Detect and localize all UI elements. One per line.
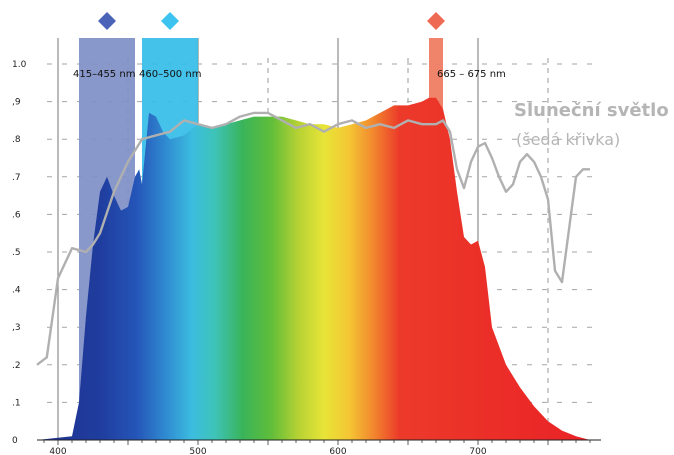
sunlight-curve <box>36 111 590 366</box>
legend: Sluneční světlo (šedá křivka) <box>514 100 669 149</box>
band-labels: 415–455 nm 460–500 nm 665 – 675 nm <box>73 69 506 80</box>
band-label: 460–500 nm <box>139 69 201 80</box>
y-tick-label: .2 <box>12 361 21 371</box>
y-tick-label: .6 <box>12 210 21 220</box>
y-tick-label: ,9 <box>12 98 21 108</box>
band-marker-diamond <box>98 12 116 30</box>
x-tick-label: 500 <box>189 447 206 455</box>
x-tick-label: 400 <box>49 447 66 455</box>
band-marker-diamond <box>427 12 445 30</box>
band-label: 665 – 675 nm <box>437 69 506 80</box>
spectrum-fill <box>37 97 590 441</box>
legend-title: Sluneční světlo <box>514 100 669 121</box>
y-tick-label: 0 <box>12 436 18 446</box>
y-tick-label: .1 <box>12 398 21 408</box>
y-tick-label: .5 <box>12 248 21 258</box>
y-tick-label: 1.0 <box>12 60 27 70</box>
x-tick-label: 600 <box>329 447 346 455</box>
sunlight-line <box>36 111 590 366</box>
band-marker-diamond <box>161 12 179 30</box>
y-tick-label: .8 <box>12 135 21 145</box>
x-tick-label: 700 <box>469 447 486 455</box>
y-tick-label: ,3 <box>12 323 21 333</box>
y-tick-label: .7 <box>12 173 21 183</box>
y-tick-label: .4 <box>12 286 21 296</box>
band-label: 415–455 nm <box>73 69 135 80</box>
axes: 400 500 600 700 0 .1 .2 ,3 .4 .5 .6 .7 .8 ,9 1.0 <box>12 60 601 455</box>
spectrum-area <box>37 97 590 441</box>
legend-subtitle: (šedá křivka) <box>516 130 620 149</box>
